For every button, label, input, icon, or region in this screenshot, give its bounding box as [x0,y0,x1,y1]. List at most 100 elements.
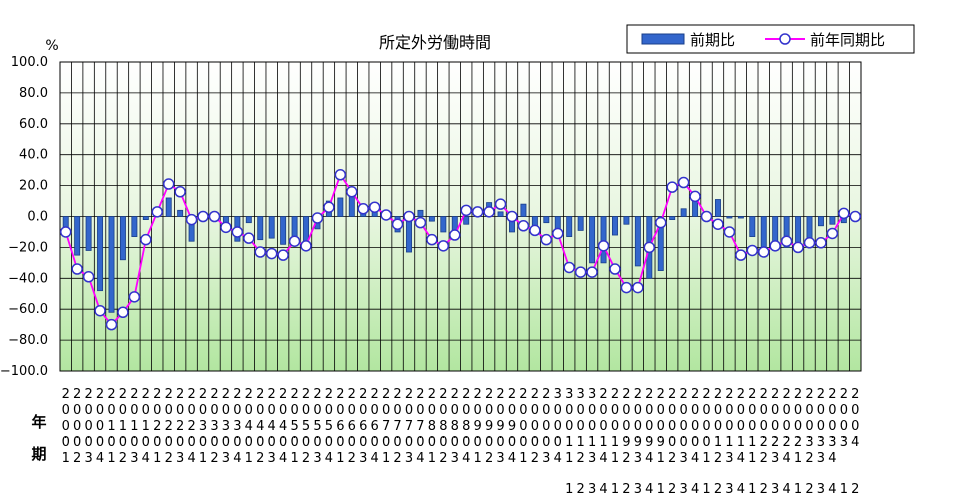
line-point [620,281,633,294]
x-tick-char: 2 [222,387,230,402]
bar [142,216,149,220]
x-tick-dot: . [704,427,708,442]
x-tick-dot: . [487,427,491,442]
x-tick-dot: . [293,427,297,442]
x-tick-char: 0 [268,403,276,418]
line-point [380,209,392,221]
line-point [735,249,747,261]
line-point [723,226,736,238]
x-tick-char: 3 [451,451,459,466]
x-tick-char: 2 [187,387,195,402]
x-tick-char: 6 [371,419,379,434]
x-tick-char: 0 [542,403,550,418]
x-tick-char: 3 [817,451,825,466]
x-tick-char: 4 [416,451,424,466]
x-tick-dot: . [190,427,194,442]
line-point [128,291,141,303]
x-tick-char: 2 [359,387,367,402]
x-tick-period-bottom: 4 [737,482,745,497]
x-tick-dot: . [384,427,388,442]
x-tick-char: 0 [371,403,379,418]
x-tick-char: 2 [622,387,630,402]
x-tick-char: 2 [256,451,264,466]
x-tick-char: 0 [302,403,310,418]
x-tick-char: 9 [508,419,516,434]
x-tick-dot: . [235,427,239,442]
line-path [64,172,856,327]
x-tick-char: 1 [748,435,756,450]
x-tick-dot: . [132,427,136,442]
bar [74,216,81,256]
x-tick-char: 0 [668,403,676,418]
x-tick-char: 9 [485,419,493,434]
x-tick-char: 2 [165,387,173,402]
x-tick-char: 2 [485,387,493,402]
x-tick-char: 9 [634,435,642,450]
x-tick-char: 0 [657,419,665,434]
x-tick-char: 0 [428,403,436,418]
bar [726,216,733,219]
x-tick-dot: . [716,427,720,442]
x-tick-char: 4 [233,451,241,466]
x-tick-dot: . [109,427,113,442]
x-tick-dot: . [87,427,91,442]
x-tick-char: 2 [634,387,642,402]
x-tick-char: 0 [714,419,722,434]
line-point [792,241,804,254]
line-point [391,218,404,230]
x-tick-char: 0 [290,435,298,450]
x-tick-char: 0 [107,435,115,450]
line-point [288,235,301,247]
line-point [769,240,781,252]
bar [85,216,92,251]
bar [417,209,424,217]
x-tick-char: 0 [668,435,676,450]
line-point [494,198,507,210]
x-tick-char: 0 [737,419,745,434]
x-tick-char: 0 [119,435,127,450]
x-tick-dot: . [167,427,171,442]
x-tick-char: 0 [96,403,104,418]
grid [60,61,861,372]
x-tick-char: 3 [840,435,848,450]
x-tick-char: 3 [725,451,733,466]
x-tick-char: 2 [153,387,161,402]
x-tick-char: 2 [393,387,401,402]
y-unit-label: % [45,38,58,54]
x-tick-period-bottom: 1 [657,482,665,497]
x-tick-char: 1 [588,435,596,450]
x-tick-char: 3 [771,451,779,466]
x-tick-char: 1 [725,435,733,450]
x-tick-char: 0 [233,403,241,418]
line-point [643,241,656,254]
x-tick-char: 2 [279,387,287,402]
x-tick-char: 0 [187,435,195,450]
x-tick-dot: . [178,427,182,442]
x-tick-char: 0 [622,419,630,434]
x-tick-dot: . [441,427,445,442]
x-tick-dot: . [693,427,697,442]
x-tick-char: 0 [519,403,527,418]
line-point [666,181,678,193]
x-tick-char: 2 [531,387,539,402]
x-tick-char: 0 [805,419,813,434]
x-tick-char: 7 [382,419,390,434]
x-tick-char: 1 [107,451,115,466]
x-tick-char: 0 [657,403,665,418]
bar [165,197,172,217]
row-label-year: 年 [31,413,46,431]
line-point [82,271,95,283]
x-tick-char: 1 [714,435,722,450]
x-tick-dot: . [327,427,331,442]
x-tick-char: 2 [119,451,127,466]
x-tick-char: 0 [599,419,607,434]
x-tick-dot: . [498,427,502,442]
x-tick-char: 2 [599,387,607,402]
x-tick-dot: . [418,427,422,442]
x-tick-char: 2 [679,387,687,402]
x-tick-char: 0 [199,403,207,418]
x-tick-char: 0 [73,435,81,450]
x-tick-char: 0 [359,435,367,450]
x-tick-char: 7 [405,419,413,434]
